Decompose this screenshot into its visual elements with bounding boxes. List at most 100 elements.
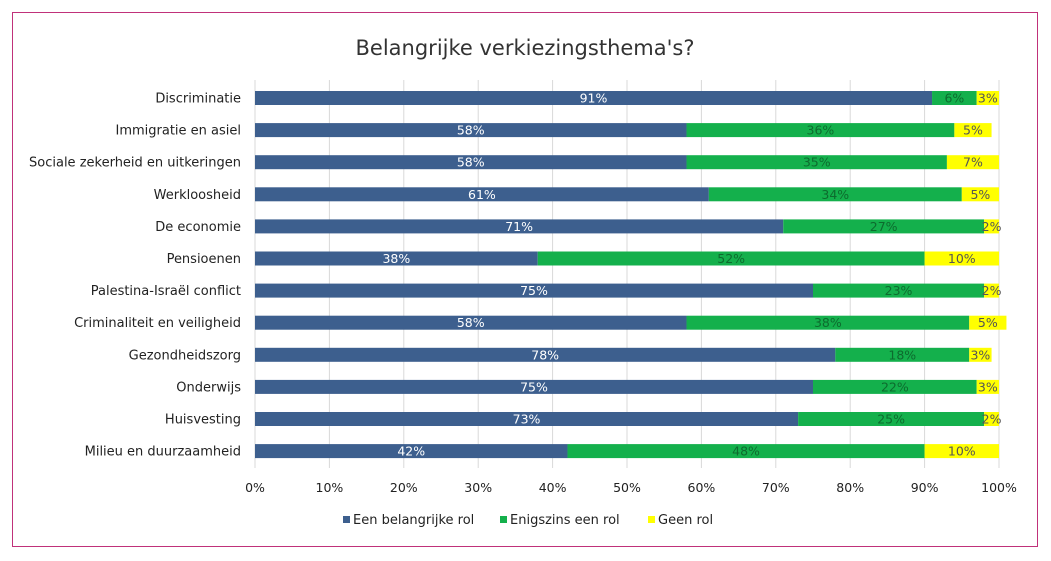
data-label: 3% bbox=[970, 347, 990, 362]
bar-segment bbox=[255, 91, 933, 105]
bar-segment bbox=[708, 187, 962, 202]
data-label: 10% bbox=[948, 444, 976, 459]
data-label: 78% bbox=[531, 347, 559, 362]
legend-swatch bbox=[648, 516, 655, 523]
bar-segment bbox=[255, 219, 784, 234]
x-tick-label: 30% bbox=[464, 480, 492, 495]
bar-segment bbox=[984, 219, 999, 234]
data-label: 25% bbox=[877, 412, 905, 427]
bar-segment bbox=[813, 379, 977, 394]
bars bbox=[255, 91, 1007, 459]
bar-segment bbox=[255, 412, 799, 426]
bar-segment bbox=[835, 347, 970, 362]
bar-segment bbox=[567, 444, 925, 459]
x-axis-ticks: 0% 10% 20% 30% 40% 50% 60% 70% 80% 90% 100% bbox=[245, 480, 1017, 495]
category-label: Sociale zekerheid en uitkeringen bbox=[29, 156, 241, 171]
category-label: Immigratie en asiel bbox=[115, 124, 241, 139]
category-label: Palestina-Israël conflict bbox=[91, 284, 241, 299]
data-label: 48% bbox=[732, 444, 760, 459]
data-label: 5% bbox=[978, 315, 998, 330]
data-label: 42% bbox=[397, 444, 425, 459]
bar-segment bbox=[255, 283, 813, 298]
bar-segment bbox=[255, 187, 709, 202]
bar-segment bbox=[255, 379, 813, 394]
bar-segment bbox=[537, 251, 925, 266]
x-tick-label: 80% bbox=[836, 480, 864, 495]
bar-segment bbox=[255, 315, 687, 330]
category-label: Werkloosheid bbox=[154, 188, 241, 203]
bar-segment bbox=[954, 123, 992, 138]
legend-label: Geen rol bbox=[658, 513, 713, 528]
data-label: 75% bbox=[520, 379, 548, 394]
data-label: 3% bbox=[978, 91, 998, 106]
data-label: 58% bbox=[457, 123, 485, 138]
data-label: 10% bbox=[948, 251, 976, 266]
data-label: 75% bbox=[520, 283, 548, 298]
legend: Een belangrijke rol Enigszins een rol Geen… bbox=[343, 513, 713, 528]
bar-segment bbox=[255, 444, 568, 459]
category-labels: Discriminatie Immigratie en asiel Sociale … bbox=[29, 92, 241, 460]
x-tick-label: 40% bbox=[539, 480, 567, 495]
bar-segment bbox=[969, 347, 992, 362]
x-tick-label: 20% bbox=[390, 480, 418, 495]
gridlines bbox=[254, 80, 1000, 468]
data-label: 3% bbox=[978, 379, 998, 394]
x-tick-label: 90% bbox=[911, 480, 939, 495]
data-label: 5% bbox=[970, 187, 990, 202]
data-label: 5% bbox=[963, 123, 983, 138]
data-label: 22% bbox=[881, 379, 909, 394]
bar-segment bbox=[984, 412, 999, 426]
bar-segment bbox=[976, 91, 999, 105]
bar-segment bbox=[255, 123, 687, 138]
legend-label: Enigszins een rol bbox=[510, 513, 620, 528]
data-label: 61% bbox=[468, 187, 496, 202]
bar-segment bbox=[969, 315, 1007, 330]
bar-segment bbox=[984, 283, 999, 298]
data-label: 18% bbox=[888, 347, 916, 362]
category-label: De economie bbox=[155, 220, 241, 235]
bar-segment bbox=[924, 444, 999, 459]
bar-segment bbox=[255, 155, 687, 170]
bar-segment bbox=[798, 412, 985, 426]
category-label: Pensioenen bbox=[167, 252, 241, 267]
category-label: Discriminatie bbox=[155, 92, 241, 107]
data-label: 2% bbox=[982, 219, 1002, 234]
x-tick-label: 100% bbox=[981, 480, 1017, 495]
bar-segment bbox=[255, 251, 538, 266]
bar-segment bbox=[961, 187, 999, 202]
category-label: Onderwijs bbox=[176, 380, 241, 395]
bar-segment bbox=[976, 379, 999, 394]
legend-label: Een belangrijke rol bbox=[353, 513, 474, 528]
data-label: 52% bbox=[717, 251, 745, 266]
category-label: Criminaliteit en veiligheid bbox=[74, 316, 241, 331]
bar-segment bbox=[813, 283, 985, 298]
category-label: Milieu en duurzaamheid bbox=[85, 445, 241, 460]
bar-segment bbox=[946, 155, 999, 170]
data-label: 73% bbox=[513, 412, 541, 427]
data-label: 23% bbox=[885, 283, 913, 298]
legend-swatch bbox=[343, 516, 350, 523]
bar-segment bbox=[686, 123, 955, 138]
x-tick-label: 10% bbox=[316, 480, 344, 495]
chart-title: Belangrijke verkiezingsthema's? bbox=[356, 36, 695, 60]
data-label: 2% bbox=[982, 412, 1002, 427]
x-tick-label: 50% bbox=[613, 480, 641, 495]
legend-swatch bbox=[500, 516, 507, 523]
x-tick-label: 60% bbox=[688, 480, 716, 495]
data-label: 27% bbox=[870, 219, 898, 234]
bar-segment bbox=[255, 347, 836, 362]
category-label: Huisvesting bbox=[165, 413, 241, 428]
data-label: 36% bbox=[807, 123, 835, 138]
data-label: 2% bbox=[982, 283, 1002, 298]
data-label: 35% bbox=[803, 155, 831, 170]
data-label: 38% bbox=[382, 251, 410, 266]
data-label: 38% bbox=[814, 315, 842, 330]
bar-segment bbox=[686, 155, 947, 170]
data-label: 91% bbox=[580, 91, 608, 106]
data-label: 58% bbox=[457, 155, 485, 170]
data-label: 7% bbox=[963, 155, 983, 170]
category-label: Gezondheidszorg bbox=[129, 348, 241, 363]
data-labels: 91% 6% 3% 58% 36% 5% 58% 35% 7% 61% 34% 5% 71% 27% 2% 3… bbox=[382, 91, 1001, 459]
data-label: 34% bbox=[821, 187, 849, 202]
